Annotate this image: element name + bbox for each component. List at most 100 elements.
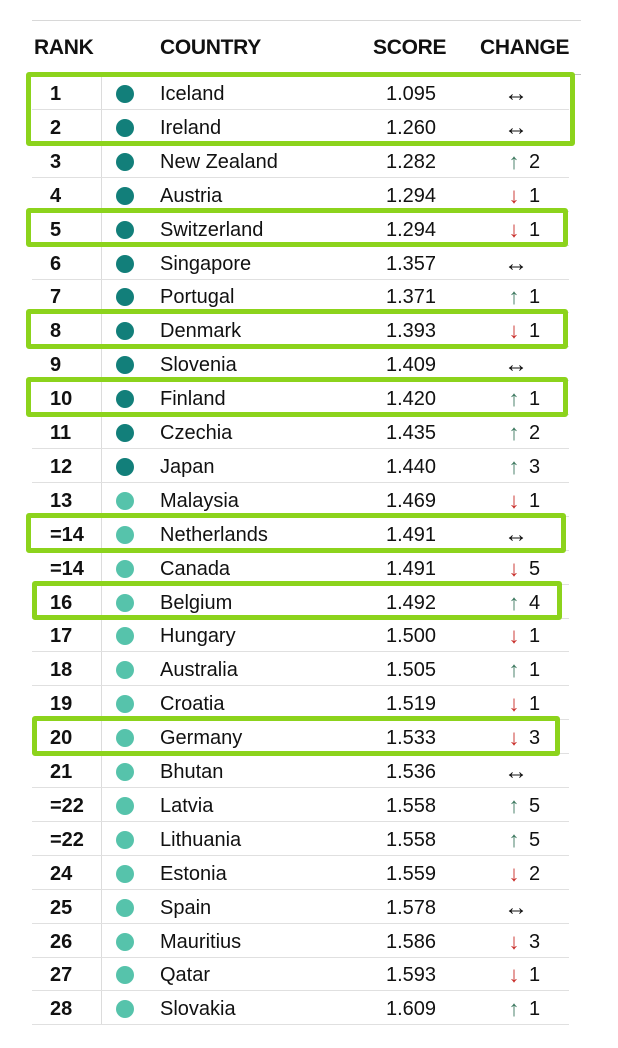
table-row: =22 Latvia 1.558 ↑ 5 — [32, 788, 569, 822]
change-cell: ↓ 1 — [504, 212, 564, 245]
table-row: 19 Croatia 1.519 ↓ 1 — [32, 686, 569, 721]
country-cell: Lithuania — [160, 828, 242, 851]
arrow-down-icon: ↓ — [508, 318, 520, 344]
arrow-up-icon: ↑ — [508, 284, 520, 310]
score-cell: 1.533 — [386, 727, 437, 750]
score-cell: 1.420 — [386, 388, 437, 411]
score-cell: 1.095 — [386, 83, 437, 105]
arrow-up-icon: ↑ — [508, 589, 520, 615]
arrow-down-icon: ↓ — [508, 487, 520, 513]
score-cell: 1.558 — [386, 794, 437, 817]
change-amount: 5 — [529, 557, 541, 580]
change-cell: ↓ 2 — [504, 856, 564, 889]
change-cell: ↓ 1 — [504, 957, 564, 990]
rank-cell: 3 — [50, 150, 62, 173]
score-cell: 1.491 — [386, 557, 437, 580]
score-cell: 1.491 — [386, 523, 437, 546]
rank-cell: 11 — [50, 422, 72, 444]
change-amount: 1 — [529, 489, 541, 512]
table-row: 28 Slovakia 1.609 ↑ 1 — [32, 991, 569, 1026]
tier-dot — [116, 559, 134, 578]
change-amount: 1 — [529, 659, 541, 682]
table-row: 25 Spain 1.578 ↔ — [32, 890, 569, 924]
score-cell: 1.260 — [386, 116, 437, 139]
header-rank: RANK — [34, 36, 94, 59]
country-cell: Belgium — [160, 591, 233, 614]
score-cell: 1.409 — [386, 354, 437, 377]
table-row: =22 Lithuania 1.558 ↑ 5 — [32, 822, 569, 856]
country-cell: Spain — [160, 896, 212, 919]
country-cell: Netherlands — [160, 523, 268, 546]
rank-cell: =22 — [50, 828, 84, 851]
rank-cell: 20 — [50, 727, 73, 750]
country-cell: Singapore — [160, 252, 252, 275]
tier-dot — [116, 85, 134, 103]
score-cell: 1.492 — [386, 591, 437, 614]
arrow-down-icon: ↓ — [508, 962, 520, 988]
change-cell: ↓ 1 — [504, 178, 564, 211]
country-cell: Hungary — [160, 625, 236, 648]
rank-cell: 18 — [50, 659, 73, 682]
score-cell: 1.505 — [386, 659, 437, 682]
score-cell: 1.357 — [386, 252, 437, 275]
arrow-down-icon: ↓ — [508, 555, 520, 581]
arrow-up-icon: ↑ — [508, 657, 520, 683]
rank-cell: 17 — [50, 625, 73, 648]
change-amount: 1 — [529, 320, 541, 343]
country-cell: Japan — [160, 455, 215, 478]
rank-cell: 12 — [50, 455, 73, 478]
header-change: CHANGE — [480, 36, 570, 59]
header-country: COUNTRY — [160, 36, 261, 59]
country-cell: Canada — [160, 557, 231, 580]
highlight-box — [32, 716, 560, 756]
arrow-up-icon: ↑ — [508, 453, 520, 479]
change-cell: ↔ — [504, 246, 564, 279]
change-cell: ↓ 1 — [504, 313, 564, 346]
highlight-box — [26, 309, 568, 350]
change-amount: 2 — [529, 862, 541, 885]
change-cell: ↓ 1 — [504, 618, 564, 651]
change-cell: ↔ — [504, 347, 564, 380]
tier-dot — [116, 186, 134, 205]
change-cell: ↔ — [504, 76, 564, 109]
arrow-left-right-icon: ↔ — [504, 351, 528, 379]
tier-dot — [116, 220, 134, 239]
tier-dot — [116, 661, 134, 680]
table-row: =14 Canada 1.491 ↓ 5 — [32, 551, 569, 585]
change-amount: 5 — [529, 794, 541, 817]
table-row: 7 Portugal 1.371 ↑ 1 — [32, 279, 569, 314]
score-cell: 1.294 — [386, 218, 437, 241]
rank-cell: =22 — [50, 794, 84, 817]
country-cell: Germany — [160, 727, 243, 750]
country-cell: Czechia — [160, 422, 233, 444]
rank-cell: 2 — [50, 116, 62, 139]
highlight-box — [26, 512, 566, 553]
tier-dot — [116, 593, 134, 612]
rank-cell: 13 — [50, 489, 73, 512]
country-cell: Croatia — [160, 693, 225, 716]
score-cell: 1.393 — [386, 320, 437, 343]
rank-cell: 27 — [50, 964, 73, 987]
rank-cell: =14 — [50, 523, 84, 546]
tier-dot — [116, 152, 134, 171]
change-amount: 1 — [529, 388, 541, 411]
change-cell: ↑ 1 — [504, 279, 564, 312]
change-amount: 3 — [529, 727, 541, 750]
arrow-down-icon: ↓ — [508, 860, 520, 886]
score-cell: 1.586 — [386, 930, 437, 953]
table-row: 12 Japan 1.440 ↑ 3 — [32, 449, 569, 483]
arrow-left-right-icon: ↔ — [504, 80, 528, 107]
change-cell: ↔ — [504, 110, 564, 143]
top-rule — [32, 20, 581, 21]
highlight-box — [26, 377, 568, 417]
change-amount: 1 — [529, 693, 541, 716]
arrow-up-icon: ↑ — [508, 420, 520, 445]
country-cell: Malaysia — [160, 489, 239, 512]
change-cell: ↑ 5 — [504, 788, 564, 821]
tier-dot — [116, 864, 134, 883]
change-amount: 1 — [529, 184, 541, 207]
country-cell: Iceland — [160, 83, 225, 105]
table-row: 16 Belgium 1.492 ↑ 4 — [32, 585, 569, 619]
table-row: 18 Australia 1.505 ↑ 1 — [32, 652, 569, 687]
